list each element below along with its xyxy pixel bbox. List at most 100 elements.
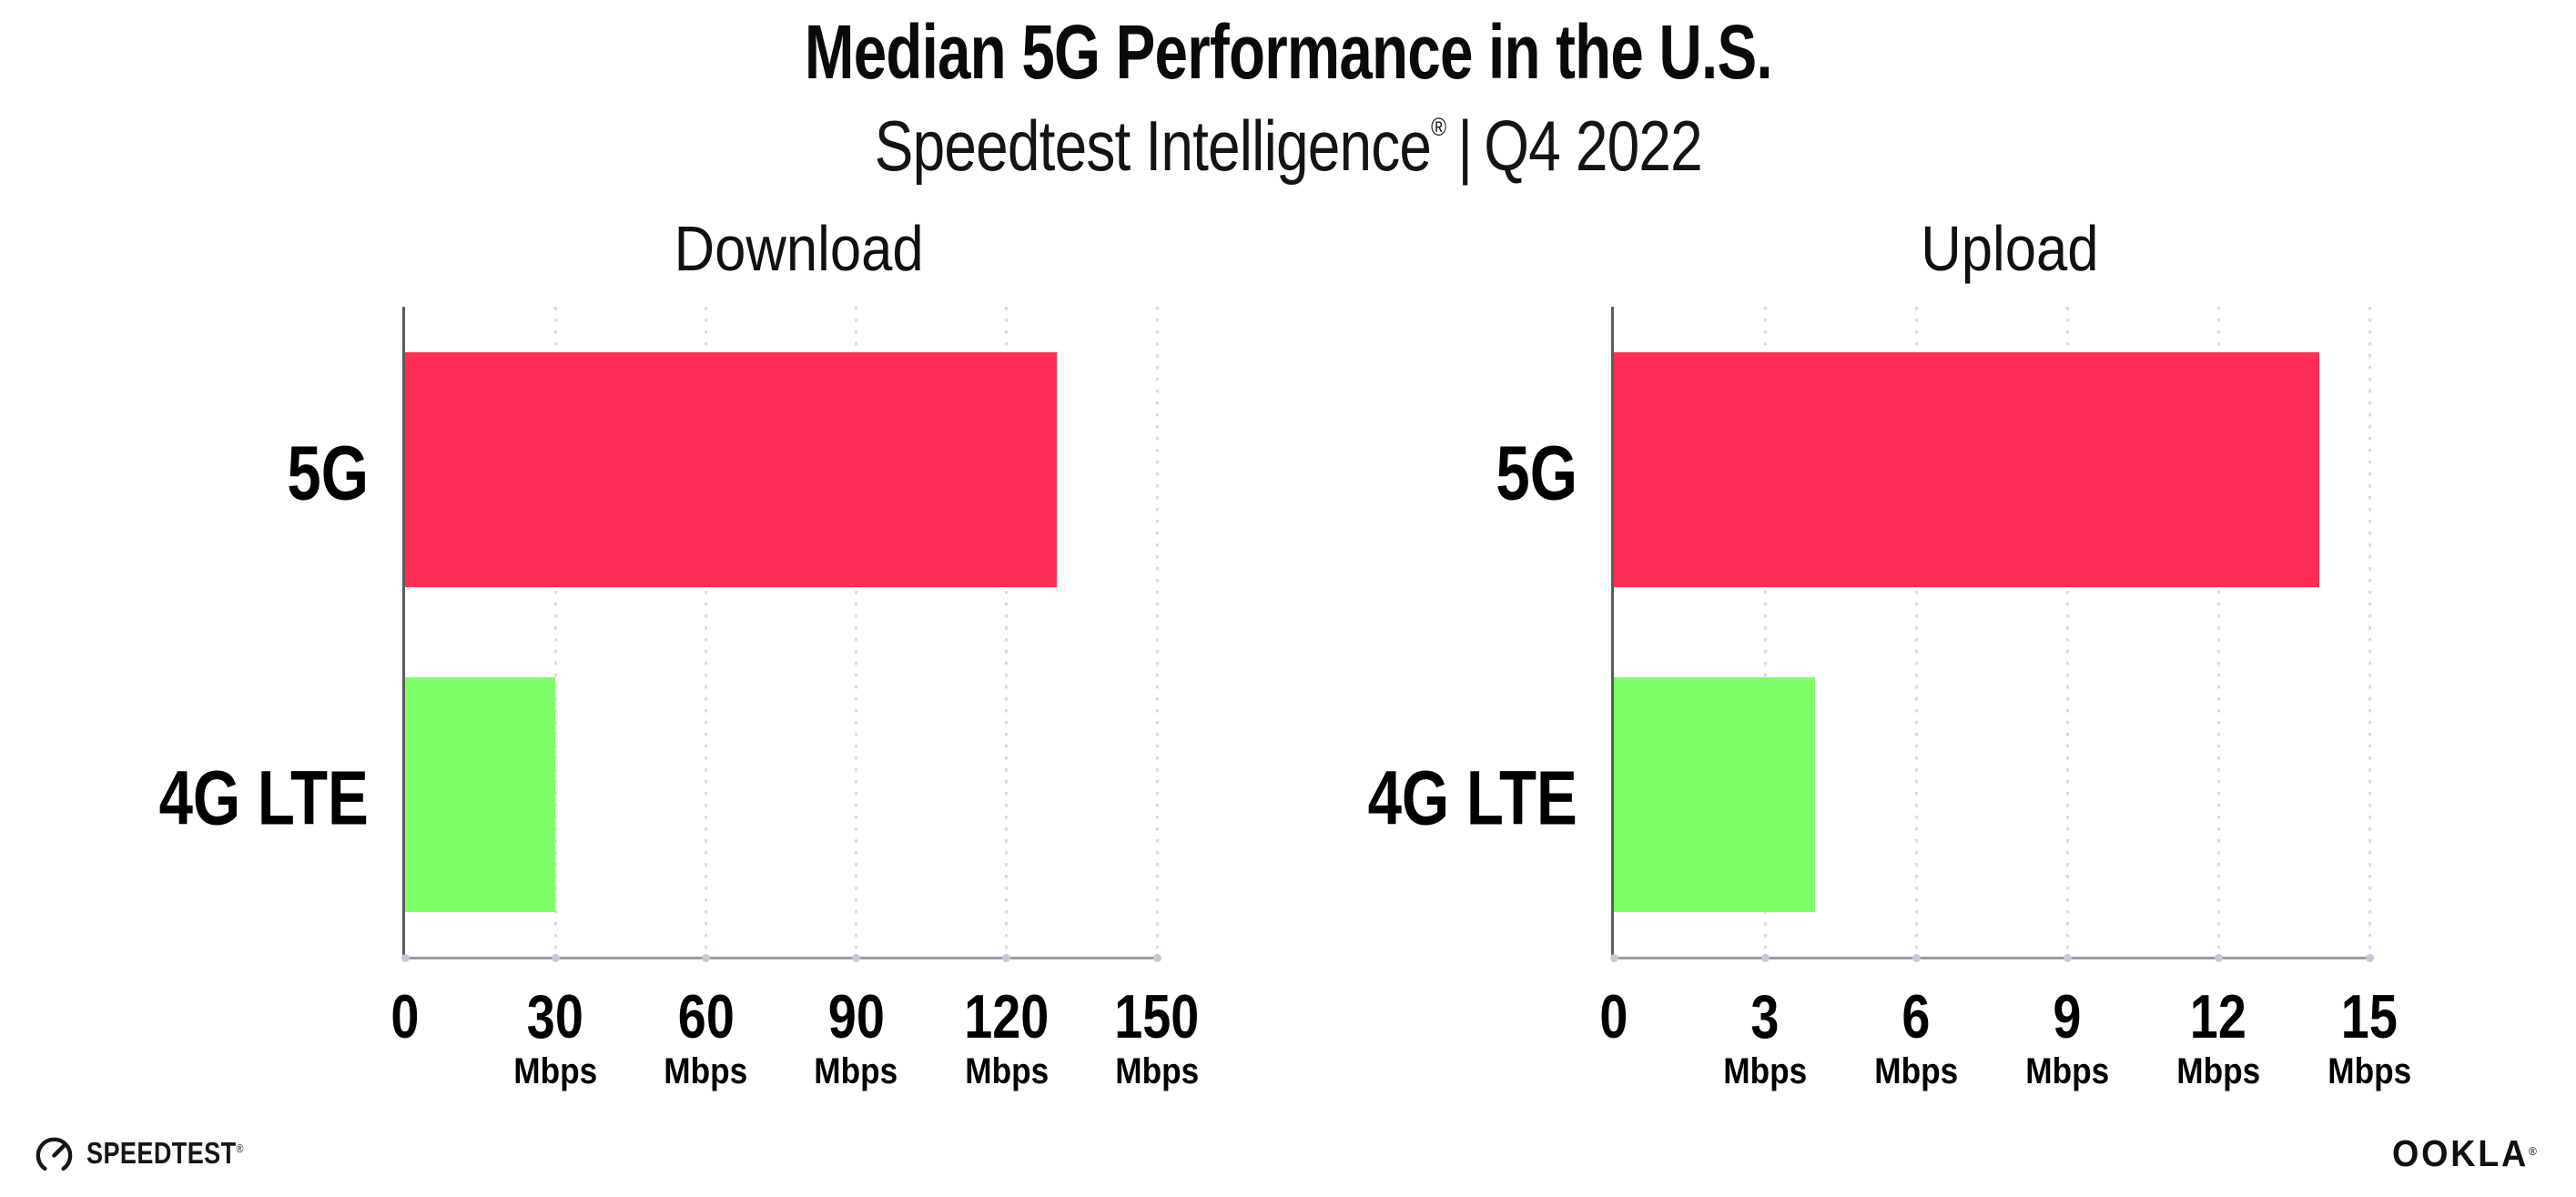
chart-title-text: Upload [1921, 213, 2099, 284]
x-tick-unit-text: Mbps [664, 1051, 748, 1091]
axis-tick-dot-60 [701, 954, 710, 962]
page-subtitle-text: Speedtest Intelligence® | Q4 2022 [874, 106, 1702, 187]
gridline-15 [2368, 307, 2371, 957]
gridline-120 [1005, 307, 1009, 957]
chart-panel-download: Download 0 30 Mbps 60 Mbps 90 Mbps 120 Mbps 150 Mbp… [159, 214, 1200, 1090]
x-tick-unit-text: Mbps [2025, 1051, 2109, 1091]
x-tick-label-30: 30 [455, 986, 655, 1048]
speedtest-trademark: ® [236, 1141, 244, 1155]
axis-tick-dot-15 [2365, 954, 2374, 962]
x-tick-value: 15 [2340, 982, 2399, 1051]
x-tick-label-0: 0 [1514, 986, 1714, 1048]
axis-tick-dot-150 [1152, 954, 1161, 962]
x-tick-value: 9 [2053, 982, 2082, 1051]
x-tick-value: 0 [1599, 982, 1628, 1051]
x-tick-value: 90 [827, 982, 885, 1051]
gridline-60 [704, 307, 707, 957]
subtitle-period: Q4 2022 [1483, 106, 1702, 187]
x-tick-unit-6: Mbps [1816, 1053, 2016, 1090]
x-tick-value: 150 [1114, 982, 1200, 1051]
page-title: Median 5G Performance in the U.S. [0, 9, 2576, 95]
x-tick-value: 6 [1902, 982, 1931, 1051]
x-tick-unit-9: Mbps [1967, 1053, 2167, 1090]
category-label-5g: 5G [267, 434, 369, 511]
ookla-registered-mark: ® [2529, 1144, 2540, 1158]
x-tick-unit-text: Mbps [2176, 1051, 2260, 1091]
x-tick-unit-150: Mbps [1057, 1053, 1257, 1090]
x-tick-value: 60 [677, 982, 735, 1051]
x-tick-label-120: 120 [907, 986, 1107, 1048]
speedtest-gauge-icon [35, 1137, 73, 1171]
x-tick-label-6: 6 [1816, 986, 2016, 1048]
page-subtitle: Speedtest Intelligence® | Q4 2022 [0, 107, 2576, 186]
bar-upload-4g-lte [1614, 676, 1816, 912]
x-tick-value: 12 [2189, 982, 2247, 1051]
x-tick-label-150: 150 [1057, 986, 1257, 1048]
x-tick-unit-text: Mbps [964, 1051, 1049, 1091]
axis-tick-dot-9 [2063, 954, 2072, 962]
axis-tick-dot-120 [1002, 954, 1011, 962]
x-tick-unit-15: Mbps [2269, 1053, 2470, 1090]
x-tick-label-0: 0 [305, 986, 505, 1048]
bar-download-4g-lte [405, 676, 556, 912]
x-tick-label-3: 3 [1665, 986, 1865, 1048]
chart-title-download: Download [423, 214, 1175, 283]
axis-tick-dot-0 [1609, 954, 1618, 962]
x-tick-unit-text: Mbps [2328, 1051, 2411, 1091]
x-tick-label-12: 12 [2118, 986, 2318, 1048]
x-tick-unit-60: Mbps [605, 1053, 806, 1090]
gridline-3 [1763, 307, 1767, 957]
chart-title-text: Download [674, 213, 924, 284]
x-tick-value: 30 [527, 982, 584, 1051]
x-tick-value: 3 [1750, 982, 1780, 1051]
subtitle-brand: Speedtest Intelligence [874, 106, 1431, 187]
x-tick-unit-90: Mbps [756, 1053, 957, 1090]
axis-tick-dot-12 [2214, 954, 2223, 962]
gridline-9 [2065, 307, 2069, 957]
axis-tick-dot-3 [1760, 954, 1770, 962]
registered-mark: ® [1430, 113, 1446, 142]
x-tick-value: 0 [390, 982, 420, 1051]
x-tick-label-9: 9 [1967, 986, 2167, 1048]
speedtest-wordmark: SPEEDTEST® [86, 1136, 279, 1171]
x-tick-unit-120: Mbps [907, 1053, 1107, 1090]
x-tick-unit-30: Mbps [455, 1053, 655, 1090]
x-tick-unit-text: Mbps [513, 1051, 598, 1091]
x-tick-unit-12: Mbps [2118, 1053, 2318, 1090]
category-label-text: 5G [1496, 429, 1577, 515]
category-label-4g-lte: 4G LTE [106, 759, 369, 836]
gridline-12 [2216, 307, 2220, 957]
bar-download-5g [405, 351, 1057, 587]
x-tick-label-60: 60 [605, 986, 806, 1048]
gridline-90 [855, 307, 858, 957]
header: Median 5G Performance in the U.S. Speedt… [0, 9, 2576, 186]
axis-tick-dot-30 [551, 954, 560, 962]
category-label-5g: 5G [1476, 434, 1577, 511]
chart-panel-upload: Upload 0 3 Mbps 6 Mbps 9 Mbps 12 Mbps 15 Mbps 5G 4G L… [1368, 214, 2411, 1090]
gridline-30 [553, 307, 557, 957]
x-tick-label-90: 90 [756, 986, 957, 1048]
category-label-text: 4G LTE [158, 754, 369, 840]
category-label-4g-lte: 4G LTE [1315, 759, 1577, 836]
x-tick-unit-text: Mbps [1874, 1051, 1958, 1091]
ookla-wordmark: OOKLA [2392, 1132, 2530, 1174]
category-label-text: 4G LTE [1367, 754, 1577, 840]
x-tick-unit-text: Mbps [814, 1051, 898, 1091]
axis-tick-dot-0 [401, 954, 410, 962]
subtitle-separator: | [1456, 106, 1473, 187]
bar-upload-5g [1614, 351, 2319, 587]
axis-tick-dot-90 [852, 954, 861, 962]
page-title-text: Median 5G Performance in the U.S. [804, 9, 1773, 95]
category-label-text: 5G [287, 429, 369, 515]
gridline-6 [1914, 307, 1918, 957]
gridline-150 [1155, 307, 1159, 957]
speedtest-label: SPEEDTEST [86, 1136, 237, 1170]
ookla-logo: OOKLA® [2379, 1132, 2540, 1175]
x-tick-unit-text: Mbps [1723, 1051, 1807, 1091]
x-tick-value: 120 [964, 982, 1050, 1051]
x-tick-unit-3: Mbps [1665, 1053, 1865, 1090]
x-tick-unit-text: Mbps [1115, 1051, 1199, 1091]
chart-title-upload: Upload [1632, 214, 2388, 283]
x-tick-label-15: 15 [2269, 986, 2470, 1048]
